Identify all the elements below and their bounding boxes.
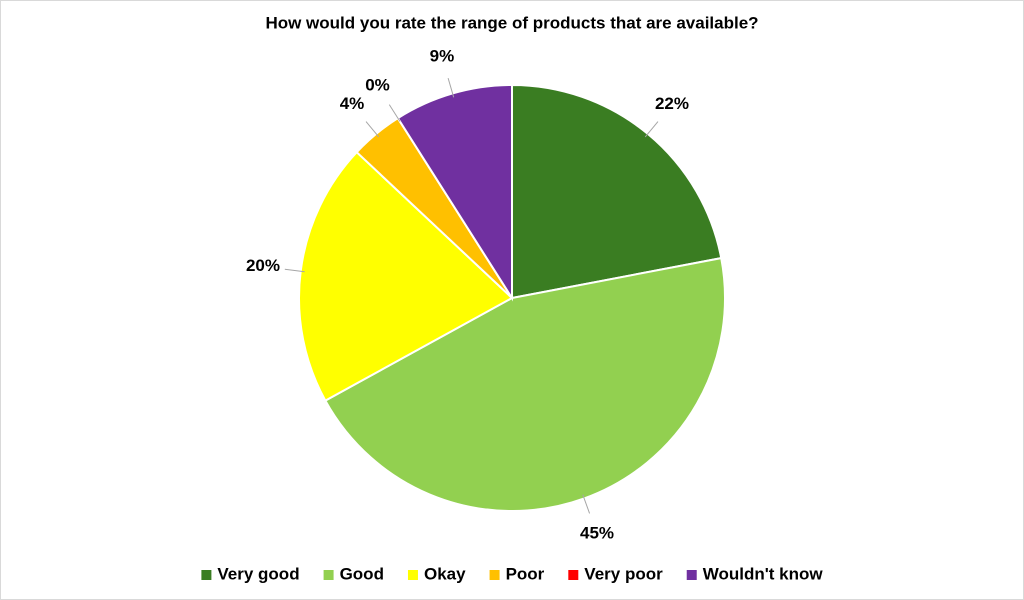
legend-label: Very good xyxy=(217,564,299,583)
data-label: 4% xyxy=(340,94,365,113)
data-label: 45% xyxy=(580,524,614,543)
data-label: 22% xyxy=(655,94,689,113)
legend-swatch xyxy=(568,570,579,580)
data-label: 9% xyxy=(430,46,455,65)
leader-line xyxy=(582,494,591,514)
legend-swatch xyxy=(323,570,334,580)
leader-line xyxy=(388,104,401,122)
legend-label: Poor xyxy=(506,564,545,583)
legend-swatch xyxy=(489,570,500,580)
legend-swatch xyxy=(686,570,697,580)
legend-swatch xyxy=(201,570,212,580)
leader-line xyxy=(365,121,380,138)
chart-title: How would you rate the range of products… xyxy=(265,13,758,32)
legend-label: Good xyxy=(340,564,384,583)
legend-swatch xyxy=(407,570,418,580)
legend-label: Okay xyxy=(424,564,466,583)
data-label: 20% xyxy=(246,256,280,275)
legend-label: Wouldn't know xyxy=(703,564,824,583)
data-label: 0% xyxy=(365,76,390,95)
leader-line xyxy=(644,121,659,138)
leader-line xyxy=(284,268,305,273)
leader-line xyxy=(447,77,455,98)
legend-label: Very poor xyxy=(584,564,663,583)
